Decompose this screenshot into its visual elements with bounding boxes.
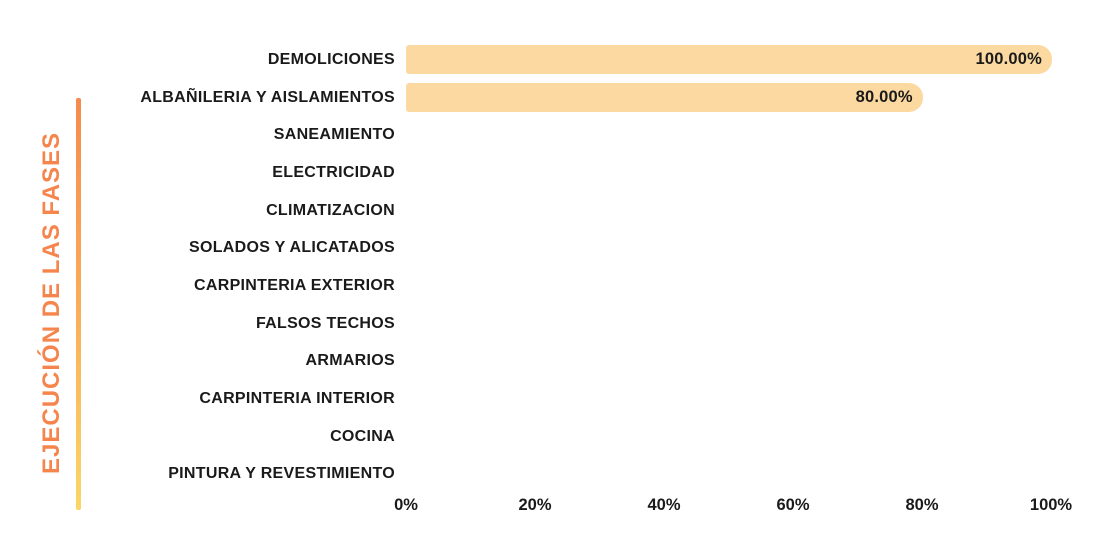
chart-row: CLIMATIZACION: [95, 192, 1052, 230]
bar: 80.00%: [406, 83, 923, 113]
value-label: 80.00%: [855, 88, 913, 107]
category-label: SOLADOS Y ALICATADOS: [188, 239, 395, 257]
x-tick-label: 100%: [1029, 496, 1073, 514]
category-label: ELECTRICIDAD: [272, 163, 395, 181]
plot-cell: [406, 196, 1052, 225]
plot-cell: [406, 460, 1052, 489]
plot-cell: [406, 385, 1052, 414]
category-label: SANEAMIENTO: [273, 126, 395, 144]
category-label: CARPINTERIA INTERIOR: [199, 390, 395, 408]
plot-cell: [406, 158, 1052, 187]
chart-row: CARPINTERIA EXTERIOR: [95, 267, 1052, 305]
plot-cell: [406, 234, 1052, 263]
chart-rows: DEMOLICIONES 100.00% ALBAÑILERIA Y AISLAMI…: [95, 41, 1052, 493]
bar: 100.00%: [406, 45, 1052, 75]
chart-row: ELECTRICIDAD: [95, 154, 1052, 192]
chart-row: ARMARIOS: [95, 343, 1052, 381]
chart-row: ALBAÑILERIA Y AISLAMIENTOS 80.00%: [95, 79, 1052, 117]
chart-row: CARPINTERIA INTERIOR: [95, 380, 1052, 418]
chart-row: SOLADOS Y ALICATADOS: [95, 229, 1052, 267]
x-tick-label: 20%: [518, 496, 552, 514]
category-label: COCINA: [330, 427, 395, 445]
category-label: CARPINTERIA EXTERIOR: [194, 276, 395, 294]
chart-row: COCINA: [95, 418, 1052, 456]
chart-row: PINTURA Y REVESTIMIENTO: [95, 456, 1052, 494]
category-label: PINTURA Y REVESTIMIENTO: [168, 465, 395, 483]
category-label: ARMARIOS: [305, 352, 395, 370]
chart-row: FALSOS TECHOS: [95, 305, 1052, 343]
plot-cell: [406, 347, 1052, 376]
plot-cell: [406, 271, 1052, 300]
category-label: ALBAÑILERIA Y AISLAMIENTOS: [140, 88, 395, 106]
category-label: FALSOS TECHOS: [255, 314, 395, 332]
plot-cell: 80.00%: [406, 83, 1052, 113]
category-label: CLIMATIZACION: [266, 201, 395, 219]
x-axis: 0% 20% 40% 60% 80% 100%: [394, 496, 1072, 516]
chart-title-vertical: EJECUCIÓN DE LAS FASES: [38, 131, 65, 475]
chart-row: DEMOLICIONES 100.00%: [95, 41, 1052, 79]
value-label: 100.00%: [975, 50, 1042, 69]
x-tick-label: 0%: [394, 496, 418, 514]
x-tick-label: 80%: [905, 496, 939, 514]
plot-cell: 100.00%: [406, 45, 1052, 75]
accent-gradient-line: [76, 98, 81, 510]
plot-cell: [406, 121, 1052, 150]
x-tick-label: 60%: [776, 496, 810, 514]
category-label: DEMOLICIONES: [267, 50, 395, 68]
plot-cell: [406, 422, 1052, 451]
plot-cell: [406, 309, 1052, 338]
chart-row: SANEAMIENTO: [95, 116, 1052, 154]
x-tick-label: 40%: [647, 496, 681, 514]
